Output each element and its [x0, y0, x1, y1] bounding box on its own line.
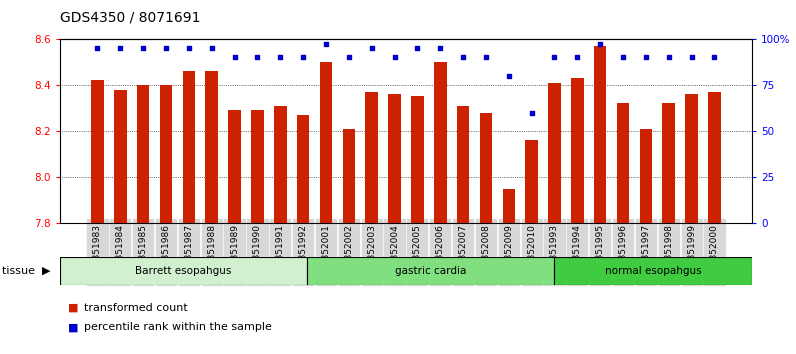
- Text: Barrett esopahgus: Barrett esopahgus: [135, 266, 232, 276]
- Text: ■: ■: [68, 303, 78, 313]
- Point: [160, 45, 173, 51]
- Bar: [640, 129, 652, 223]
- Point: [365, 45, 378, 51]
- Point: [137, 45, 150, 51]
- Text: GDS4350 / 8071691: GDS4350 / 8071691: [60, 11, 201, 25]
- Bar: [525, 140, 538, 223]
- Text: normal esopahgus: normal esopahgus: [605, 266, 701, 276]
- Bar: [480, 113, 492, 223]
- Bar: [60, 257, 307, 285]
- Bar: [457, 105, 470, 223]
- Point: [205, 45, 218, 51]
- Point: [662, 55, 675, 60]
- Bar: [297, 115, 310, 223]
- Bar: [342, 129, 355, 223]
- Point: [639, 55, 652, 60]
- Text: percentile rank within the sample: percentile rank within the sample: [84, 322, 271, 332]
- Point: [182, 45, 195, 51]
- Bar: [617, 103, 630, 223]
- Point: [411, 45, 423, 51]
- Bar: [137, 85, 150, 223]
- Bar: [434, 62, 447, 223]
- Point: [479, 55, 492, 60]
- Bar: [594, 46, 607, 223]
- Point: [91, 45, 103, 51]
- Point: [228, 55, 241, 60]
- Text: ■: ■: [68, 322, 78, 332]
- Point: [388, 55, 401, 60]
- Point: [434, 45, 447, 51]
- Point: [114, 45, 127, 51]
- Bar: [274, 105, 287, 223]
- Bar: [571, 78, 583, 223]
- Bar: [548, 82, 560, 223]
- Bar: [228, 110, 241, 223]
- Point: [457, 55, 470, 60]
- Bar: [365, 92, 378, 223]
- Bar: [182, 71, 195, 223]
- Point: [708, 55, 721, 60]
- Point: [320, 42, 333, 47]
- Point: [297, 55, 310, 60]
- Point: [274, 55, 287, 60]
- Text: gastric cardia: gastric cardia: [395, 266, 466, 276]
- Bar: [388, 94, 401, 223]
- Point: [342, 55, 355, 60]
- Point: [594, 42, 607, 47]
- Point: [685, 55, 698, 60]
- Point: [617, 55, 630, 60]
- Point: [251, 55, 263, 60]
- Point: [502, 73, 515, 79]
- Bar: [320, 62, 332, 223]
- Point: [548, 55, 561, 60]
- Text: transformed count: transformed count: [84, 303, 187, 313]
- Point: [571, 55, 583, 60]
- Text: tissue  ▶: tissue ▶: [2, 266, 50, 276]
- Bar: [662, 103, 675, 223]
- Bar: [92, 80, 103, 223]
- Bar: [554, 257, 752, 285]
- Bar: [205, 71, 218, 223]
- Bar: [685, 94, 698, 223]
- Point: [525, 110, 538, 115]
- Bar: [114, 90, 127, 223]
- Bar: [160, 85, 172, 223]
- Bar: [708, 92, 720, 223]
- Bar: [307, 257, 554, 285]
- Bar: [252, 110, 263, 223]
- Bar: [411, 96, 423, 223]
- Bar: [502, 188, 515, 223]
